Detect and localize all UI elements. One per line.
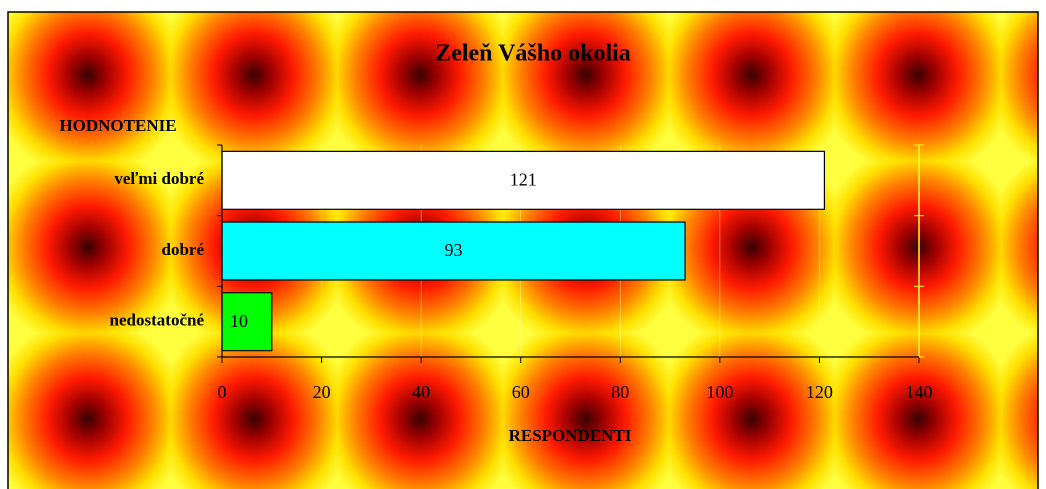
data-label: 121 [510, 169, 537, 189]
data-label: 10 [230, 311, 248, 331]
x-tick-label: 140 [906, 382, 933, 402]
y-tick-label: veľmi dobré [114, 169, 204, 188]
chart-title: Zeleň Vášho okolia [435, 41, 631, 67]
x-axis-label: RESPONDENTI [509, 426, 632, 445]
x-tick-label: 0 [218, 382, 227, 402]
y-tick-label: nedostatočné [110, 311, 205, 330]
bar [221, 150, 826, 210]
x-tick-label: 60 [512, 382, 530, 402]
y-axis-label: HODNOTENIE [59, 116, 176, 135]
data-label: 93 [445, 240, 463, 260]
y-tick-label: dobré [162, 240, 205, 259]
x-tick-label: 80 [611, 382, 629, 402]
x-tick-label: 20 [313, 382, 331, 402]
x-tick-label: 120 [806, 382, 833, 402]
x-tick-label: 100 [706, 382, 733, 402]
x-tick-label: 40 [412, 382, 430, 402]
